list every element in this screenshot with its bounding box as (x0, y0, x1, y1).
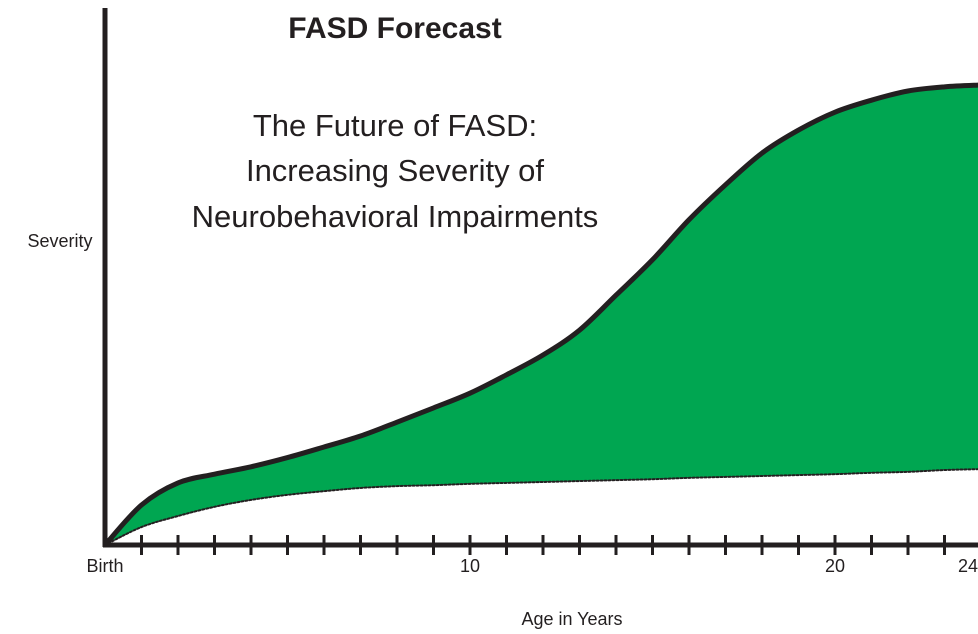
x-axis-label: Age in Years (521, 609, 622, 629)
area-fill (105, 85, 978, 545)
subtitle-line: Increasing Severity of (246, 153, 544, 188)
chart-title: FASD Forecast (288, 12, 501, 45)
upper-line (102, 82, 978, 548)
subtitle-line: Neurobehavioral Impairments (192, 199, 599, 234)
x-tick-label: 24 (958, 556, 978, 576)
subtitle-line: The Future of FASD: (253, 108, 537, 143)
x-tick-label: 20 (825, 556, 845, 576)
x-tick-label: 10 (460, 556, 480, 576)
x-tick-label: Birth (86, 556, 123, 576)
lower-line (104, 468, 978, 546)
y-axis-label: Severity (27, 231, 92, 251)
